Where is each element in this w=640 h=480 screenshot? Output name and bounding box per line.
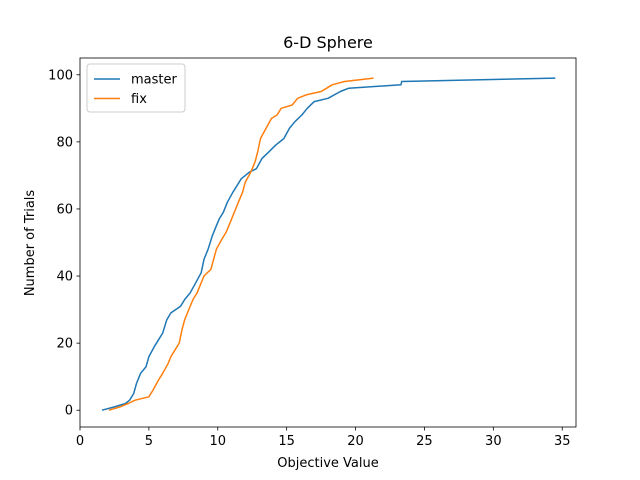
chart-title: 6-D Sphere	[283, 33, 373, 52]
plot-frame	[79, 57, 577, 428]
x-tick-label: 0	[76, 434, 84, 449]
legend-box	[86, 63, 186, 113]
y-tick-label: 40	[56, 270, 73, 285]
x-tick-label: 10	[210, 434, 227, 449]
x-axis-label: Objective Value	[277, 456, 378, 471]
series-line-fix	[108, 77, 374, 411]
x-tick-label: 30	[485, 434, 502, 449]
series-line-master	[101, 77, 556, 411]
legend-label-fix: fix	[131, 92, 147, 107]
y-tick-label: 80	[56, 135, 73, 150]
x-tick-label: 20	[347, 434, 364, 449]
plot-area: 0 5 10 15 20 25 30 35 0 20 40 60 80 100 master fix	[48, 57, 577, 449]
y-tick-label: 100	[48, 68, 73, 83]
y-axis-label: Number of Trials	[23, 190, 38, 297]
y-tick-label: 0	[65, 404, 73, 419]
y-tick-label: 20	[56, 337, 73, 352]
x-tick-label: 5	[145, 434, 153, 449]
y-tick-label: 60	[56, 202, 73, 217]
legend-label-master: master	[131, 73, 177, 88]
x-tick-label: 15	[278, 434, 295, 449]
x-tick-label: 25	[416, 434, 433, 449]
x-tick-label: 35	[554, 434, 571, 449]
